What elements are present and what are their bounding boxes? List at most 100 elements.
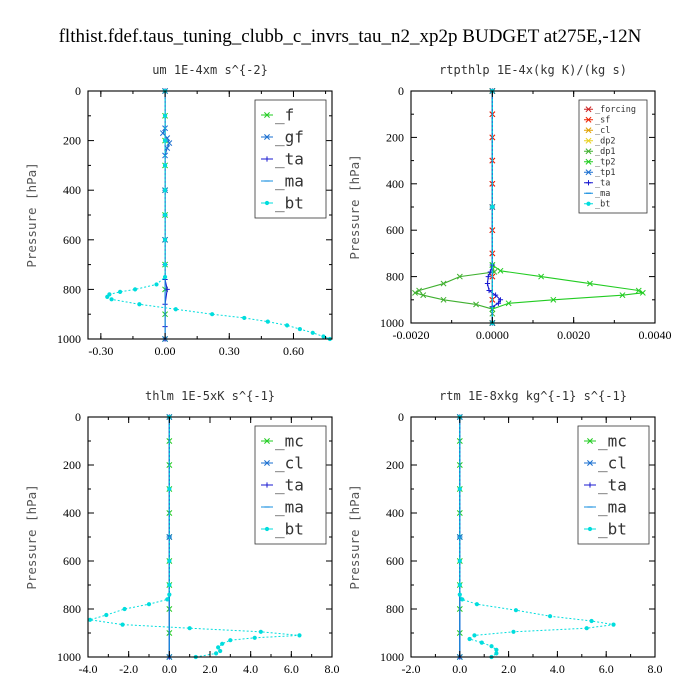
series-bt — [105, 88, 332, 342]
data-point — [187, 626, 192, 631]
x-tick-label: 0.0 — [452, 662, 467, 676]
data-point — [162, 188, 168, 193]
data-point — [440, 280, 447, 287]
legend-label: _ta — [275, 476, 304, 495]
legend-label: _mc — [598, 432, 627, 451]
legend-label: _tp2 — [595, 158, 615, 168]
data-point — [550, 296, 557, 303]
data-point — [284, 323, 290, 328]
legend-marker — [585, 127, 592, 134]
legend-entry-cl: _cl — [261, 454, 304, 473]
data-point — [162, 262, 168, 267]
legend-entry-tp2: _tp2 — [584, 158, 615, 168]
data-point — [589, 618, 594, 624]
data-point — [165, 597, 170, 602]
legend-label: _cl — [275, 454, 304, 473]
data-point — [242, 315, 247, 321]
y-tick-label: 600 — [63, 554, 81, 568]
legend-marker — [264, 156, 270, 162]
data-point — [210, 312, 215, 317]
data-point — [497, 297, 504, 303]
legend-entry-ta: _ta — [584, 179, 610, 189]
x-tick-label: 2.0 — [203, 662, 218, 676]
data-point — [494, 651, 499, 656]
x-tick-label: 0.0 — [162, 662, 177, 676]
data-point — [492, 292, 499, 298]
y-tick-label: 400 — [386, 177, 404, 191]
legend-entry-bt: _bt — [584, 520, 627, 539]
legend-marker — [264, 112, 270, 118]
data-point — [109, 297, 114, 302]
x-tick-label: 4.0 — [243, 662, 258, 676]
legend-entry-cl: _cl — [584, 126, 610, 136]
panel-title: rtm 1E-8xkg kg^{-1} s^{-1} — [439, 389, 627, 403]
legend-entry-f: _f — [261, 106, 294, 125]
data-point — [457, 486, 462, 492]
legend-marker — [264, 460, 270, 466]
legend-label: _ma — [275, 498, 304, 517]
legend-marker — [585, 116, 592, 123]
data-point — [485, 274, 491, 280]
y-tick-label: 600 — [63, 233, 81, 247]
data-point — [479, 640, 484, 645]
y-tick-label: 1000 — [57, 650, 81, 664]
y-tick-label: 800 — [63, 282, 81, 296]
data-point — [162, 212, 168, 218]
panel-thlm: thlm 1E-5xK s^{-1} Pressure [hPa] -4.0 -2.0… — [24, 389, 340, 676]
y-tick-label: 1000 — [57, 332, 81, 346]
legend-label: _dp2 — [595, 137, 615, 147]
legend-marker — [585, 169, 592, 176]
data-point — [495, 300, 502, 306]
x-tick-label: 0.0040 — [639, 328, 672, 342]
legend-entry-dp2: _dp2 — [584, 137, 615, 147]
x-tick-label: -0.30 — [88, 344, 113, 358]
legend-entry-tp1: _tp1 — [584, 168, 615, 178]
x-tick-label: 0.60 — [283, 344, 304, 358]
legend: _forcing_sf_cl_dp2_dp1_tp2_tp1_ta_ma_bt — [578, 99, 648, 214]
data-point — [132, 287, 138, 292]
panel-title: thlm 1E-5xK s^{-1} — [145, 389, 275, 403]
data-point — [146, 602, 152, 607]
data-point — [456, 273, 463, 280]
legend: _f _gf _ta _ma _bt — [254, 99, 327, 219]
legend-marker — [264, 200, 270, 206]
data-point — [216, 645, 221, 650]
legend-entry-ta: _ta — [261, 476, 304, 495]
legend-entry-cl: _cl — [584, 454, 627, 473]
legend-entry-forcing: _forcing — [584, 105, 636, 115]
y-tick-label: 1000 — [380, 316, 404, 330]
data-point — [258, 629, 263, 634]
x-tick-label: 8.0 — [648, 662, 663, 676]
x-tick-label: 6.0 — [599, 662, 614, 676]
figure-title: flthist.fdef.taus_tuning_clubb_c_invrs_t… — [59, 26, 642, 47]
data-point — [489, 644, 494, 649]
legend-label: _cl — [598, 454, 627, 473]
data-point — [87, 617, 93, 622]
y-tick-label: 600 — [386, 223, 404, 237]
legend-marker — [585, 106, 592, 113]
legend-marker — [585, 148, 592, 155]
x-tick-label: -2.0 — [402, 662, 421, 676]
legend-label: _sf — [595, 116, 610, 126]
x-tick-label: 6.0 — [284, 662, 299, 676]
data-point — [122, 606, 127, 612]
legend-label: _ma — [275, 172, 304, 191]
legend-marker — [585, 158, 592, 165]
data-point — [611, 622, 616, 627]
data-point — [538, 273, 545, 280]
data-point — [218, 648, 223, 654]
x-tick-label: 0.0020 — [557, 328, 590, 342]
data-point — [220, 641, 225, 646]
y-tick-label: 0 — [75, 410, 81, 424]
y-tick-label: 0 — [75, 84, 81, 98]
series-line — [413, 91, 496, 323]
y-tick-label: 200 — [386, 130, 404, 144]
data-point — [154, 282, 159, 287]
data-point — [505, 300, 512, 307]
data-point — [497, 267, 504, 274]
data-point — [167, 582, 172, 588]
data-point — [619, 292, 626, 299]
legend-frame — [578, 99, 648, 214]
legend-marker — [264, 482, 270, 488]
y-tick-label: 1000 — [380, 650, 404, 664]
